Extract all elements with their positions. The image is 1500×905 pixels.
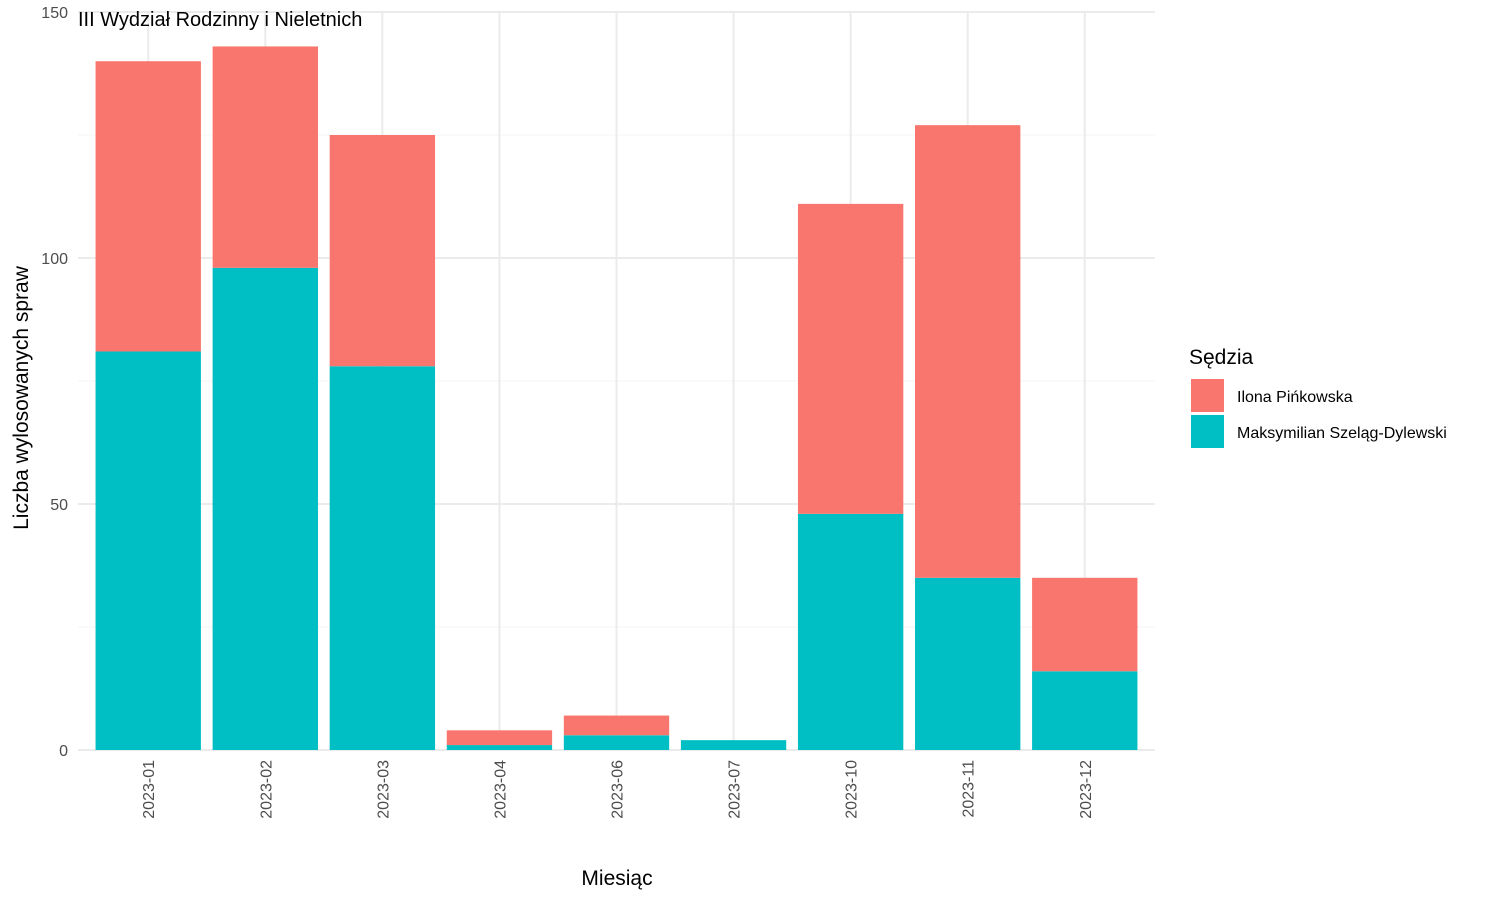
x-tick-label: 2023-06 bbox=[610, 760, 627, 819]
bar-segment-ilona-2023-06 bbox=[563, 715, 670, 736]
legend-swatch bbox=[1191, 415, 1224, 448]
y-axis-title: Liczba wylosowanych spraw bbox=[10, 265, 33, 530]
y-tick-label: 50 bbox=[50, 497, 68, 514]
legend-label: Ilona Pińkowska bbox=[1237, 389, 1353, 406]
bar-segment-maksymilian-2023-04 bbox=[446, 745, 553, 750]
bar-segment-maksymilian-2023-06 bbox=[563, 735, 670, 750]
bars-layer bbox=[95, 46, 1138, 750]
bar-segment-ilona-2023-12 bbox=[1032, 577, 1138, 672]
y-tick-label: 150 bbox=[41, 5, 68, 22]
x-tick-label: 2023-04 bbox=[492, 760, 509, 819]
bar-segment-maksymilian-2023-07 bbox=[680, 740, 787, 750]
legend-items: Ilona Pińkowska Maksymilian Szeląg-Dylews… bbox=[1191, 379, 1447, 448]
bar-segment-maksymilian-2023-02 bbox=[212, 267, 318, 750]
legend: Sędzia Ilona Pińkowska Maksymilian Szeląg… bbox=[1189, 346, 1447, 448]
y-tick-label: 100 bbox=[41, 251, 68, 268]
x-axis-title: Miesiąc bbox=[581, 867, 652, 890]
bar-segment-ilona-2023-10 bbox=[797, 203, 904, 514]
x-tick-label: 2023-10 bbox=[844, 760, 861, 819]
bar-segment-maksymilian-2023-11 bbox=[915, 577, 1021, 750]
x-tick-label: 2023-02 bbox=[258, 760, 275, 819]
bar-segment-ilona-2023-04 bbox=[446, 730, 553, 746]
y-tick-label: 0 bbox=[59, 743, 68, 760]
legend-label: Maksymilian Szeląg-Dylewski bbox=[1237, 425, 1447, 442]
chart-title: III Wydział Rodzinny i Nieletnich bbox=[78, 9, 362, 31]
x-tick-label: 2023-11 bbox=[961, 760, 978, 818]
bar-segment-ilona-2023-11 bbox=[915, 125, 1021, 578]
bar-segment-ilona-2023-01 bbox=[95, 61, 201, 352]
x-tick-label: 2023-07 bbox=[727, 760, 744, 819]
bar-segment-ilona-2023-02 bbox=[212, 46, 318, 268]
bar-segment-maksymilian-2023-12 bbox=[1032, 671, 1138, 750]
bar-segment-ilona-2023-03 bbox=[329, 135, 436, 367]
bar-segment-maksymilian-2023-01 bbox=[95, 351, 201, 750]
x-tick-label: 2023-12 bbox=[1078, 760, 1095, 819]
legend-swatch bbox=[1191, 379, 1224, 412]
axis-layer: 0 50 100 150 2023-01 2023-02 2023-03 2023-04 202… bbox=[41, 5, 1094, 819]
x-tick-label: 2023-03 bbox=[375, 760, 392, 819]
legend-title: Sędzia bbox=[1189, 346, 1254, 369]
bar-segment-maksymilian-2023-10 bbox=[797, 513, 904, 750]
x-tick-label: 2023-01 bbox=[141, 760, 158, 819]
bar-segment-maksymilian-2023-03 bbox=[329, 366, 436, 750]
